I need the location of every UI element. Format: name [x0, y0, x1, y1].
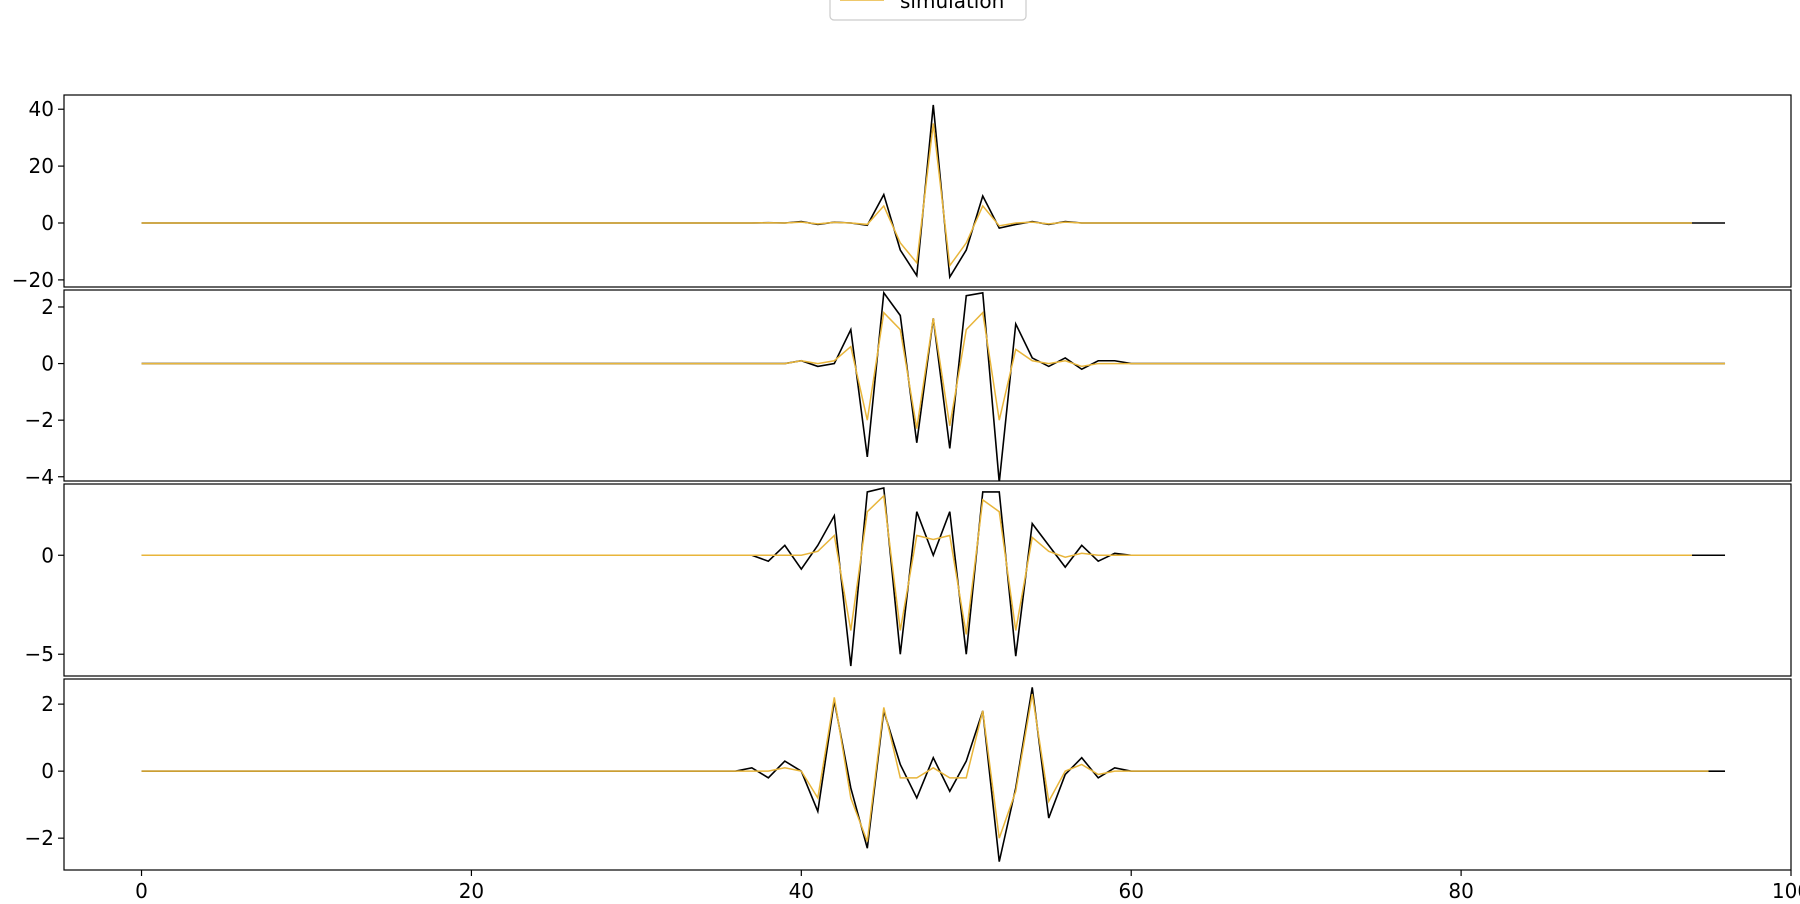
- y-tick-label: 2: [41, 692, 54, 716]
- series-line-simulation-panel-2: [141, 311, 1726, 429]
- y-tick-label: 0: [41, 211, 54, 235]
- legend-box: [829, 0, 1027, 21]
- y-tick-label: 20: [29, 154, 54, 178]
- series-line-simulation-panel-3: [141, 494, 1693, 635]
- subplot-frame: [63, 678, 1792, 871]
- y-tick-label: 40: [29, 97, 54, 121]
- y-tick-label: −2: [25, 408, 54, 432]
- subplot-1: −20 0 20 40: [12, 94, 1792, 292]
- subplot-3: −5 0: [25, 483, 1792, 677]
- subplot-2: −4 −2 0 2: [25, 289, 1792, 489]
- legend-label: simulation: [900, 0, 1004, 13]
- y-tick-label: −2: [25, 826, 54, 850]
- subplot-4: −2 0 2: [25, 678, 1792, 871]
- series-line-measured-panel-4: [141, 687, 1726, 862]
- y-tick-label: −20: [12, 268, 54, 292]
- x-tick-label: 0: [135, 879, 148, 900]
- shared-x-axis: 0 20 40 60 80 100: [135, 870, 1800, 903]
- series-line-simulation-panel-4: [141, 693, 1709, 842]
- x-tick-label: 20: [459, 879, 484, 900]
- series-line-measured-panel-1: [141, 104, 1726, 280]
- subplot-frame: [63, 94, 1792, 288]
- y-tick-label: 0: [41, 352, 54, 376]
- x-tick-label: 100: [1772, 879, 1800, 900]
- x-tick-label: 60: [1118, 879, 1143, 900]
- x-tick-label: 40: [789, 879, 814, 900]
- x-tick-label: 80: [1448, 879, 1473, 900]
- subplot-frame: [63, 483, 1792, 677]
- subplot-frame: [63, 289, 1792, 482]
- y-tick-label: −4: [25, 465, 54, 489]
- legend: simulation: [829, 0, 1027, 21]
- y-tick-label: 0: [41, 543, 54, 567]
- y-tick-label: 2: [41, 295, 54, 319]
- series-line-simulation-panel-1: [141, 123, 1693, 268]
- y-tick-label: 0: [41, 759, 54, 783]
- y-tick-label: −5: [25, 642, 54, 666]
- series-line-measured-panel-3: [141, 486, 1726, 667]
